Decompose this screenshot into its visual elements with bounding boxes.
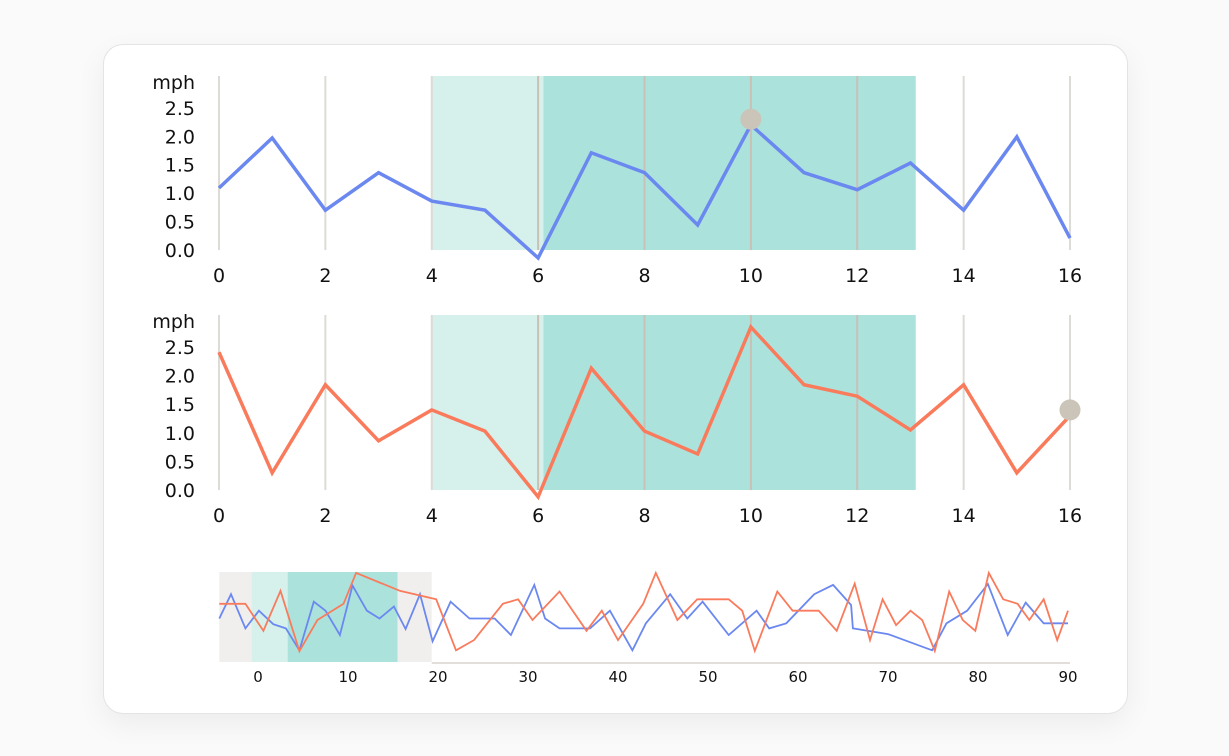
x-tick-label: 0: [213, 265, 225, 287]
x-tick-label: 4: [426, 265, 438, 287]
overview-x-tick-label: 20: [428, 668, 447, 686]
x-tick-label: 10: [739, 265, 763, 287]
overview-chart: 0 10 20 30 40 50 60 70 80 90: [218, 570, 1078, 686]
y-axis-unit-label: mph: [152, 311, 195, 333]
y-tick-label: 1.0: [165, 423, 195, 445]
x-tick-label: 6: [532, 265, 544, 287]
x-tick-label: 4: [426, 505, 438, 527]
chart-2: 0 2 4 6 8 10 12 14 16 0.0 0.5 1.0 1.5 2.0 2.5 mph: [152, 311, 1082, 527]
y-tick-label: 2.0: [165, 366, 195, 388]
y-tick-label: 0.5: [165, 212, 195, 234]
x-tick-label: 16: [1058, 265, 1082, 287]
overview-x-tick-label: 40: [608, 668, 627, 686]
selection-band: [543, 315, 916, 490]
x-tick-label: 14: [952, 505, 976, 527]
x-tick-label: 8: [638, 265, 650, 287]
overview-x-tick-label: 70: [878, 668, 897, 686]
y-tick-label: 2.5: [165, 98, 195, 120]
y-tick-label: 1.5: [165, 155, 195, 177]
overview-series-line: [219, 570, 1069, 654]
hover-marker: [1059, 399, 1081, 421]
overview-x-tick-label: 90: [1058, 668, 1077, 686]
y-tick-label: 2.5: [165, 337, 195, 359]
x-tick-label: 10: [739, 505, 763, 527]
selection-band: [431, 76, 544, 250]
y-tick-label: 1.0: [165, 183, 195, 205]
y-tick-label: 0.5: [165, 451, 195, 473]
x-tick-label: 8: [638, 505, 650, 527]
overview-series-line: [218, 582, 1068, 653]
selection-band: [431, 315, 544, 490]
y-tick-label: 0.0: [165, 240, 195, 262]
overview-x-tick-label: 60: [788, 668, 807, 686]
x-tick-label: 0: [213, 505, 225, 527]
chart-1: 0 2 4 6 8 10 12 14 16 0.0 0.5 1.0 1.5 2.0 2.5 mph: [152, 72, 1082, 287]
y-axis-unit-label: mph: [152, 72, 195, 94]
x-tick-label: 6: [532, 505, 544, 527]
brush-selection[interactable]: [287, 572, 398, 662]
y-tick-label: 1.5: [165, 394, 195, 416]
y-tick-label: 0.0: [165, 480, 195, 502]
x-tick-label: 12: [845, 505, 869, 527]
overview-x-tick-label: 50: [698, 668, 717, 686]
x-tick-label: 2: [319, 265, 331, 287]
x-tick-label: 12: [845, 265, 869, 287]
overview-x-tick-label: 10: [338, 668, 357, 686]
overview-x-tick-label: 0: [253, 668, 263, 686]
y-tick-label: 2.0: [165, 126, 195, 148]
hover-marker: [740, 108, 762, 130]
x-tick-label: 2: [319, 505, 331, 527]
series-line: [217, 323, 1072, 501]
overview-x-tick-label: 80: [968, 668, 987, 686]
x-tick-label: 16: [1058, 505, 1082, 527]
series-line: [217, 122, 1072, 261]
x-tick-label: 14: [952, 265, 976, 287]
overview-x-tick-label: 30: [518, 668, 537, 686]
